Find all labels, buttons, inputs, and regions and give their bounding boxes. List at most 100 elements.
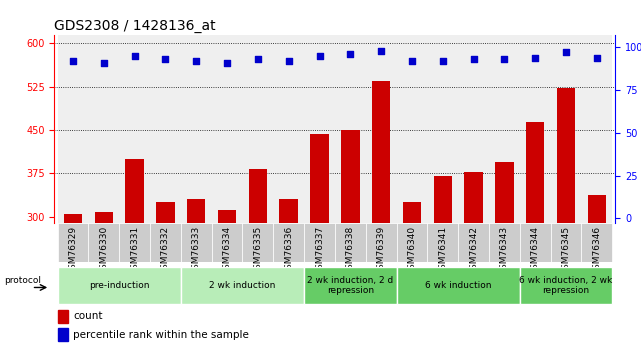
Bar	[304, 267, 397, 304]
Bar	[551, 223, 581, 262]
Bar	[458, 223, 489, 262]
Bar	[273, 223, 304, 262]
Bar	[88, 34, 119, 223]
Point	[376, 48, 387, 53]
Bar	[428, 34, 458, 223]
Point	[68, 58, 78, 64]
Bar	[397, 267, 520, 304]
Bar	[526, 122, 544, 345]
Bar	[88, 223, 119, 262]
Bar	[310, 134, 329, 345]
Bar	[520, 34, 551, 223]
Text: 6 wk induction, 2 wk
repression: 6 wk induction, 2 wk repression	[519, 276, 613, 295]
Point	[191, 58, 201, 64]
Bar	[581, 34, 612, 223]
Text: count: count	[73, 312, 103, 322]
Bar	[181, 34, 212, 223]
Bar	[551, 34, 581, 223]
Bar	[433, 176, 452, 345]
Bar	[366, 34, 397, 223]
Bar	[464, 171, 483, 345]
Point	[160, 57, 171, 62]
Bar	[428, 223, 458, 262]
Bar	[212, 34, 242, 223]
Bar	[58, 267, 181, 304]
Point	[530, 55, 540, 60]
Point	[314, 53, 324, 59]
Bar	[495, 162, 513, 345]
Bar	[242, 34, 273, 223]
Bar	[156, 202, 174, 345]
Bar	[119, 223, 150, 262]
Text: GSM76342: GSM76342	[469, 226, 478, 275]
Bar	[181, 267, 304, 304]
Text: GDS2308 / 1428136_at: GDS2308 / 1428136_at	[54, 19, 216, 33]
Text: GSM76346: GSM76346	[592, 226, 601, 275]
Text: percentile rank within the sample: percentile rank within the sample	[73, 329, 249, 339]
Text: GSM76332: GSM76332	[161, 226, 170, 275]
Bar	[581, 223, 612, 262]
Text: GSM76343: GSM76343	[500, 226, 509, 275]
Bar	[58, 328, 68, 342]
Bar	[304, 223, 335, 262]
Bar	[557, 88, 575, 345]
Text: GSM76337: GSM76337	[315, 226, 324, 275]
Bar	[95, 212, 113, 345]
Bar	[403, 202, 421, 345]
Bar	[588, 195, 606, 345]
Text: GSM76330: GSM76330	[99, 226, 108, 275]
Bar	[58, 34, 88, 223]
Text: GSM76334: GSM76334	[222, 226, 231, 275]
Bar	[397, 34, 428, 223]
Text: GSM76345: GSM76345	[562, 226, 570, 275]
Bar	[489, 34, 520, 223]
Bar	[489, 223, 520, 262]
Bar	[181, 223, 212, 262]
Bar	[335, 34, 366, 223]
Bar	[187, 199, 206, 345]
Bar	[58, 309, 68, 323]
Text: GSM76331: GSM76331	[130, 226, 139, 275]
Bar	[372, 81, 390, 345]
Text: 2 wk induction, 2 d
repression: 2 wk induction, 2 d repression	[307, 276, 394, 295]
Point	[345, 51, 356, 57]
Text: GSM76335: GSM76335	[253, 226, 262, 275]
Text: GSM76339: GSM76339	[377, 226, 386, 275]
Point	[592, 55, 602, 60]
Point	[499, 57, 510, 62]
Bar	[150, 34, 181, 223]
Bar	[150, 223, 181, 262]
Bar	[366, 223, 397, 262]
Point	[283, 58, 294, 64]
Bar	[397, 223, 428, 262]
Bar	[119, 34, 150, 223]
Point	[129, 53, 140, 59]
Text: GSM76341: GSM76341	[438, 226, 447, 275]
Text: GSM76333: GSM76333	[192, 226, 201, 275]
Point	[253, 57, 263, 62]
Bar	[126, 159, 144, 345]
Bar	[335, 223, 366, 262]
Text: 6 wk induction: 6 wk induction	[425, 281, 492, 290]
Bar	[58, 223, 88, 262]
Bar	[304, 34, 335, 223]
Bar	[458, 34, 489, 223]
Bar	[279, 199, 298, 345]
Text: GSM76340: GSM76340	[408, 226, 417, 275]
Point	[407, 58, 417, 64]
Point	[222, 60, 232, 66]
Text: GSM76329: GSM76329	[69, 226, 78, 275]
Point	[561, 50, 571, 55]
Text: pre-induction: pre-induction	[89, 281, 149, 290]
Point	[469, 57, 479, 62]
Bar	[341, 130, 360, 345]
Bar	[63, 214, 82, 345]
Text: GSM76344: GSM76344	[531, 226, 540, 275]
Point	[438, 58, 448, 64]
Bar	[249, 169, 267, 345]
Text: 2 wk induction: 2 wk induction	[209, 281, 276, 290]
Bar	[520, 223, 551, 262]
Bar	[212, 223, 242, 262]
Bar	[218, 210, 237, 345]
Bar	[273, 34, 304, 223]
